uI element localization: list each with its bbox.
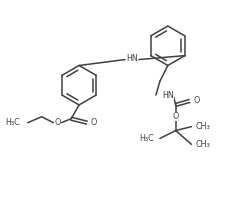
Text: H₃C: H₃C xyxy=(139,134,154,143)
Text: CH₃: CH₃ xyxy=(194,122,209,131)
Text: O: O xyxy=(54,118,60,127)
Text: O: O xyxy=(193,97,199,105)
Text: HN: HN xyxy=(161,91,173,100)
Text: O: O xyxy=(172,112,178,121)
Text: H₃C: H₃C xyxy=(5,118,20,127)
Text: O: O xyxy=(90,118,97,127)
Text: HN: HN xyxy=(126,54,137,63)
Text: CH₃: CH₃ xyxy=(194,140,209,149)
